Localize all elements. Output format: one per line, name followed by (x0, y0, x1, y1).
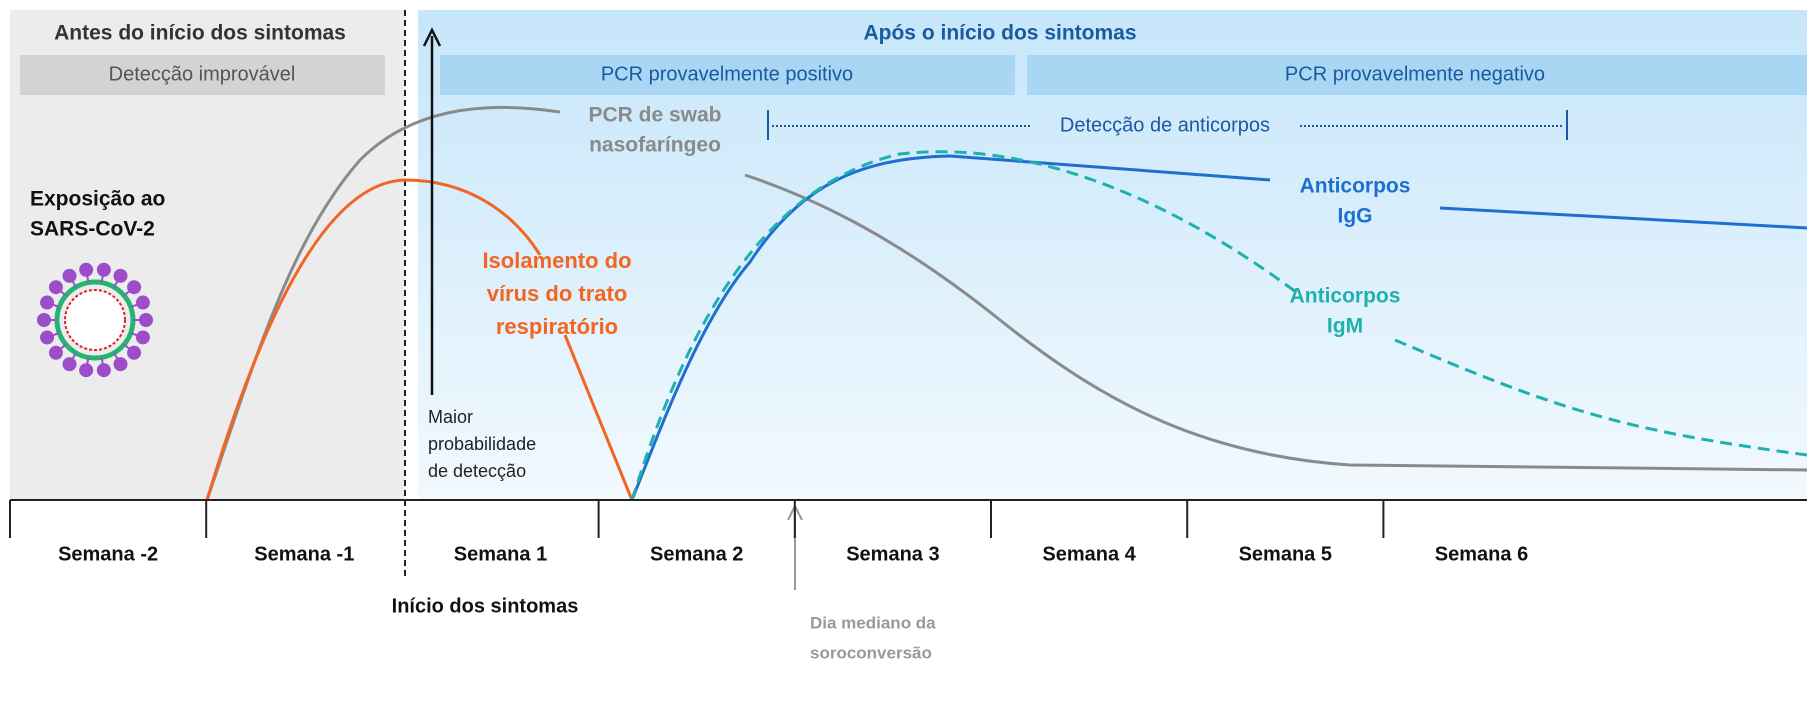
spike-head (96, 262, 111, 277)
pcr-curve (744, 173, 1807, 472)
label: SARS-CoV-2 (30, 218, 155, 241)
spike-head (48, 345, 63, 360)
label: Anticorpos (1300, 175, 1411, 198)
spike-head (135, 330, 150, 345)
label: Exposição ao (30, 188, 165, 211)
isolation-curve (563, 334, 634, 501)
label: Maior (428, 407, 473, 427)
spike-head (135, 295, 150, 310)
week-label: Semana 4 (1042, 543, 1136, 565)
label: probabilidade (428, 434, 536, 454)
band-label: PCR provavelmente negativo (1285, 63, 1545, 85)
week-label: Semana 5 (1239, 543, 1332, 565)
label: Detecção de anticorpos (1060, 114, 1270, 136)
spike-head (127, 280, 142, 295)
spike-head (40, 295, 55, 310)
week-label: Semana 6 (1435, 543, 1528, 565)
label: Isolamento do (482, 248, 631, 273)
spike-head (62, 268, 77, 283)
spike-head (139, 313, 153, 327)
igm-curve (1394, 338, 1807, 457)
spike-head (79, 363, 94, 378)
spike-head (37, 313, 51, 327)
week-label: Semana -2 (58, 543, 158, 565)
spike-head (113, 268, 128, 283)
label: nasofaríngeo (589, 134, 721, 157)
label: Dia mediano da (810, 613, 936, 632)
spike-head (96, 363, 111, 378)
igm-curve (630, 150, 1301, 501)
label: PCR de swab (588, 104, 721, 127)
spike-head (40, 330, 55, 345)
week-label: Semana -1 (254, 543, 354, 565)
header: Após o início dos sintomas (863, 22, 1136, 45)
week-label: Semana 3 (846, 543, 939, 565)
spike-head (62, 357, 77, 372)
igg-curve (1439, 206, 1807, 230)
week-label: Semana 1 (454, 543, 547, 565)
virus-icon (37, 262, 153, 378)
band (1027, 55, 1807, 95)
week-label: Semana 2 (650, 543, 743, 565)
label: vírus do trato (487, 281, 628, 306)
label: Anticorpos (1290, 285, 1401, 308)
label: IgM (1327, 315, 1363, 338)
spike-head (113, 357, 128, 372)
spike-head (48, 280, 63, 295)
arrow-head (422, 27, 442, 47)
spike-head (79, 262, 94, 277)
isolation-curve (205, 178, 542, 501)
label: respiratório (496, 314, 618, 339)
label: IgG (1338, 205, 1373, 228)
band (440, 55, 1015, 95)
spike-head (127, 345, 142, 360)
band-label: Detecção improvável (109, 63, 296, 85)
label: soroconversão (810, 643, 932, 662)
header: Antes do início dos sintomas (54, 22, 346, 45)
band-label: PCR provavelmente positivo (601, 63, 853, 85)
label: de detecção (428, 461, 526, 481)
label: Início dos sintomas (392, 595, 579, 617)
band (20, 55, 385, 95)
igg-curve (630, 154, 1271, 501)
